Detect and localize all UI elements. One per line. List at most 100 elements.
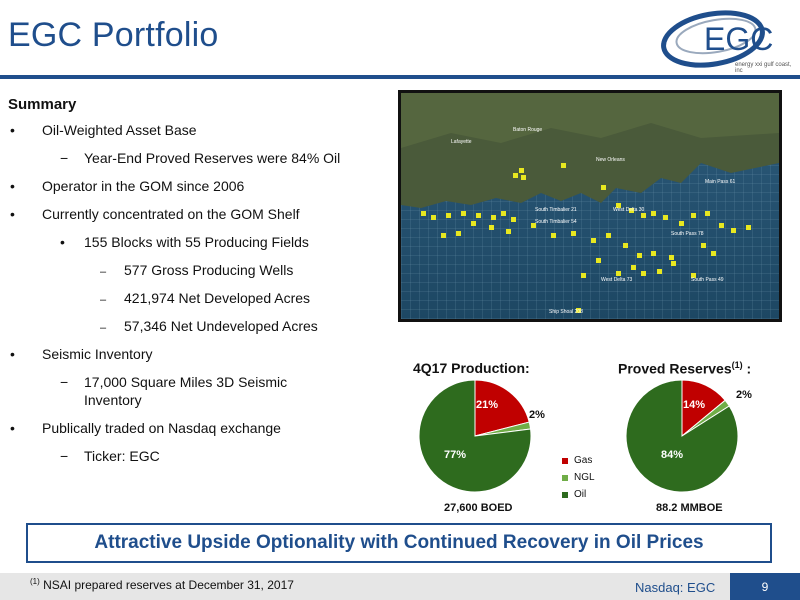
pie-slice-gas xyxy=(474,379,530,437)
gulf-map: Baton Rouge Lafayette New Orleans Main Pass… xyxy=(398,90,782,322)
lease-block xyxy=(719,223,724,228)
lease-block xyxy=(731,228,736,233)
bullet-item: –421,974 Net Developed Acres xyxy=(100,290,311,306)
map-label: Ship Shoal 208 xyxy=(549,309,583,315)
lease-block xyxy=(519,168,524,173)
map-label: South Timbalier 21 xyxy=(535,207,577,213)
lease-block xyxy=(657,269,662,274)
page-number: 9 xyxy=(730,573,800,600)
legend-oil: Oil xyxy=(562,486,595,503)
lease-block xyxy=(746,225,751,230)
lease-block xyxy=(671,261,676,266)
pie-label-ngl: 2% xyxy=(529,409,545,421)
map-label: New Orleans xyxy=(596,157,625,163)
legend-gas: Gas xyxy=(562,452,595,469)
map-label: South Timbalier 54 xyxy=(535,219,577,225)
chart-legend: Gas NGL Oil xyxy=(562,452,595,503)
bullet-item: • 155 Blocks with 55 Producing Fields xyxy=(60,234,309,250)
pie-slice-oil xyxy=(625,379,739,493)
lease-block xyxy=(489,225,494,230)
legend-ngl: NGL xyxy=(562,469,595,486)
lease-block xyxy=(431,215,436,220)
lease-block xyxy=(701,243,706,248)
title-divider xyxy=(0,75,800,79)
lease-block xyxy=(679,221,684,226)
pie-label-oil: 77% xyxy=(444,449,466,461)
map-label: Lafayette xyxy=(451,139,472,145)
lease-block xyxy=(663,215,668,220)
callout-banner: Attractive Upside Optionality with Conti… xyxy=(26,523,772,563)
lease-block xyxy=(513,173,518,178)
lease-block xyxy=(691,213,696,218)
bullet-item: −17,000 Square Miles 3D Seismic Inventor… xyxy=(60,374,288,408)
bullet-item: • Operator in the GOM since 2006 xyxy=(10,178,245,194)
lease-block xyxy=(501,211,506,216)
lease-block xyxy=(616,271,621,276)
lease-block xyxy=(631,265,636,270)
production-chart-title: 4Q17 Production: xyxy=(413,360,530,376)
map-label: South Pass 78 xyxy=(671,231,704,237)
reserves-chart-title: Proved Reserves(1) : xyxy=(618,360,752,377)
summary-heading: Summary xyxy=(8,96,77,113)
lease-block xyxy=(641,213,646,218)
lease-block xyxy=(506,229,511,234)
lease-block xyxy=(511,217,516,222)
bullet-item: • Oil-Weighted Asset Base xyxy=(10,122,197,138)
egc-logo: EGC xyxy=(661,10,773,68)
lease-block xyxy=(581,273,586,278)
lease-block xyxy=(476,213,481,218)
pie-label-oil: 84% xyxy=(661,449,683,461)
page-title: EGC Portfolio xyxy=(8,16,219,54)
map-graphic: Baton Rouge Lafayette New Orleans Main Pass… xyxy=(401,93,779,319)
bullet-item: • Currently concentrated on the GOM Shelf xyxy=(10,206,300,222)
lease-block xyxy=(637,253,642,258)
lease-block xyxy=(456,231,461,236)
lease-block xyxy=(551,233,556,238)
pie-label-gas: 14% xyxy=(683,399,705,411)
lease-block xyxy=(616,203,621,208)
lease-block xyxy=(596,258,601,263)
pie-label-gas: 21% xyxy=(476,399,498,411)
summary-section: Summary • Oil-Weighted Asset Base − Year-E… xyxy=(8,96,388,475)
lease-block xyxy=(561,163,566,168)
lease-block xyxy=(491,215,496,220)
svg-text:EGC: EGC xyxy=(704,21,773,57)
lease-block xyxy=(705,211,710,216)
bullet-item: • Seismic Inventory xyxy=(10,346,153,362)
footer-bar xyxy=(0,573,800,600)
footnote: (1) NSAI prepared reserves at December 3… xyxy=(30,577,294,592)
lease-block xyxy=(623,243,628,248)
bullet-item: • Publically traded on Nasdaq exchange xyxy=(10,420,281,436)
lease-block xyxy=(651,251,656,256)
map-label: Baton Rouge xyxy=(513,127,542,133)
bullet-item: –577 Gross Producing Wells xyxy=(100,262,294,278)
logo-subtext: energy xxi gulf coast, inc xyxy=(735,62,792,74)
lease-block xyxy=(446,213,451,218)
lease-block xyxy=(591,238,596,243)
lease-block xyxy=(571,231,576,236)
lease-block xyxy=(641,271,646,276)
lease-block xyxy=(471,221,476,226)
production-pie-chart: 21% 2% 77% xyxy=(418,379,545,493)
reserves-pie-chart: 14% 2% 84% xyxy=(625,379,752,493)
lease-block xyxy=(421,211,426,216)
reserves-total: 88.2 MMBOE xyxy=(656,502,723,514)
lease-block xyxy=(669,255,674,260)
map-label: West Delta 73 xyxy=(601,277,633,283)
lease-block xyxy=(651,211,656,216)
exchange-ticker: Nasdaq: EGC xyxy=(635,580,716,595)
lease-block xyxy=(601,185,606,190)
pie-slice-oil xyxy=(418,379,532,493)
lease-block xyxy=(606,233,611,238)
map-label: West Delta 30 xyxy=(613,207,645,213)
lease-block xyxy=(629,208,634,213)
bullet-item: − Year-End Proved Reserves were 84% Oil xyxy=(60,150,341,166)
map-label: Main Pass 61 xyxy=(705,179,736,185)
lease-block xyxy=(711,251,716,256)
lease-block xyxy=(531,223,536,228)
lease-block xyxy=(521,175,526,180)
production-total: 27,600 BOED xyxy=(444,502,513,514)
bullet-item: –57,346 Net Undeveloped Acres xyxy=(100,318,318,334)
pie-label-ngl: 2% xyxy=(736,389,752,401)
lease-block xyxy=(576,308,581,313)
